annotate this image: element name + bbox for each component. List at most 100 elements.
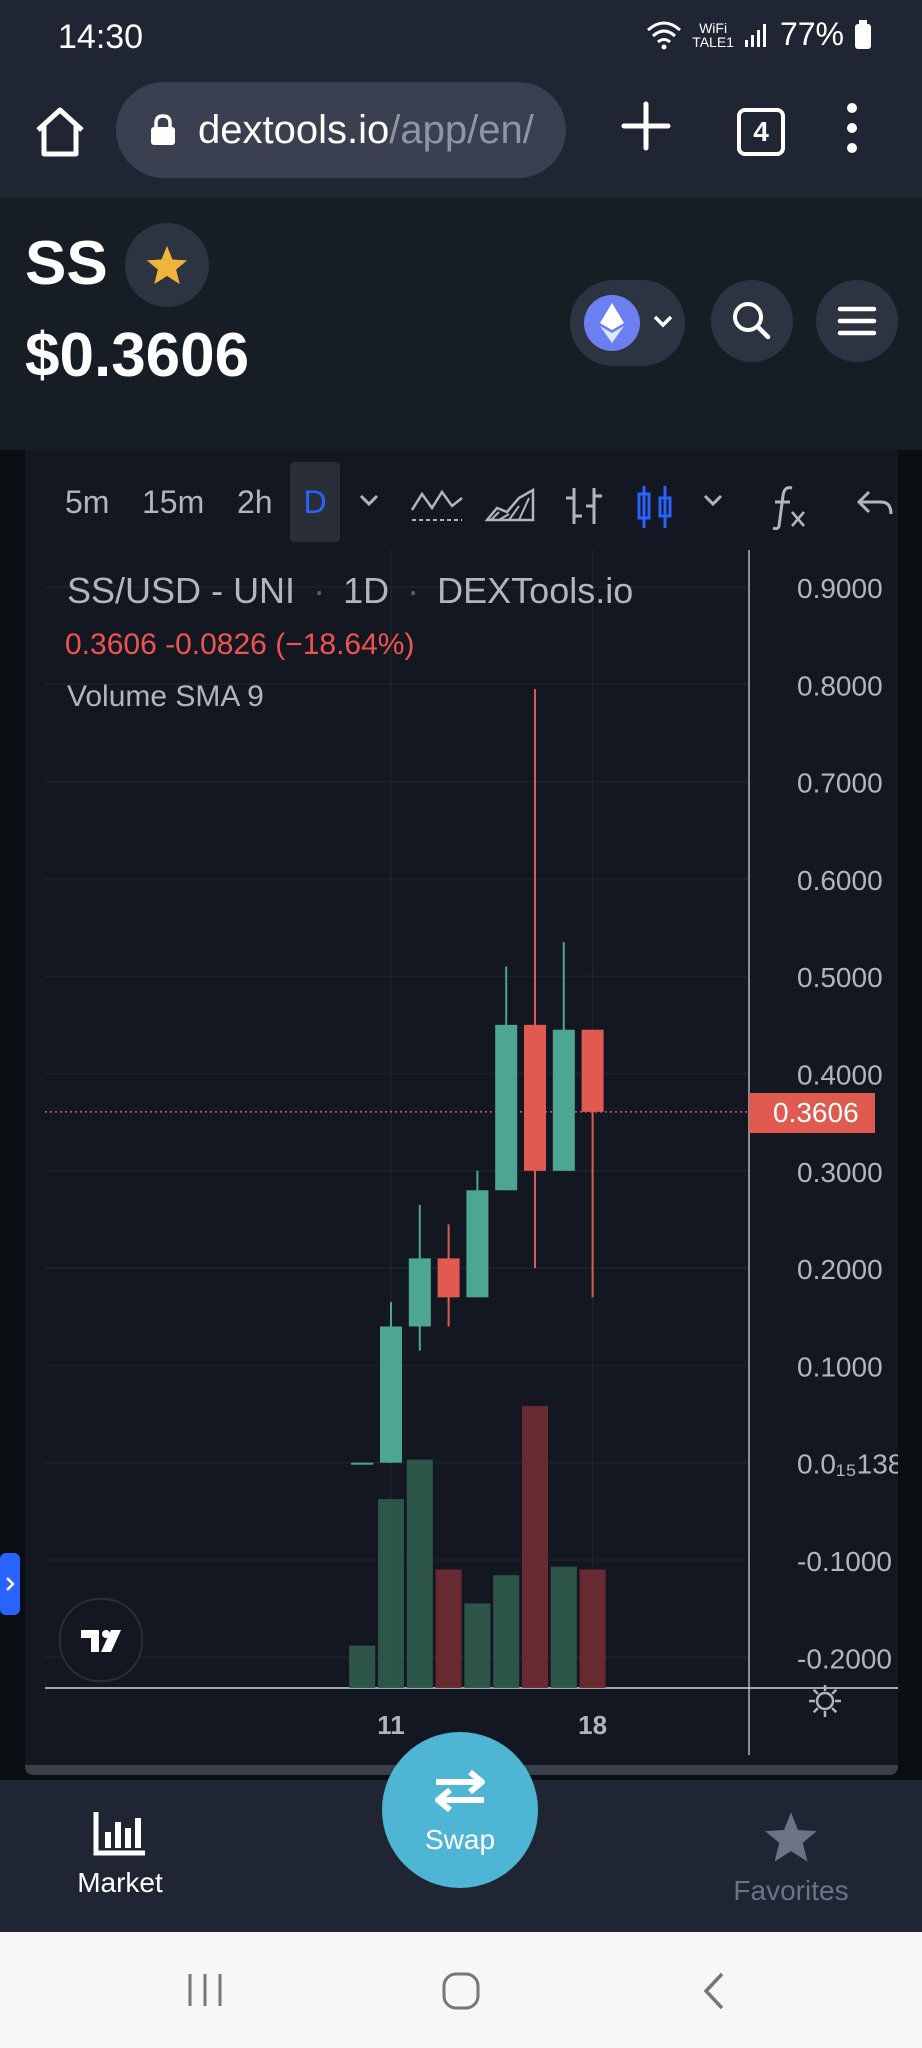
undo-icon[interactable] (855, 486, 895, 522)
legend-pair: SS/USD (67, 570, 202, 611)
volume-bar (579, 1569, 606, 1688)
candle-body (437, 1258, 460, 1298)
timeframe-15m[interactable]: 15m (142, 484, 205, 520)
chart-area: 5m 15m 2h D (0, 450, 922, 1780)
x-tick-label: 11 (377, 1710, 405, 1740)
fx-indicators-icon[interactable] (770, 484, 810, 530)
token-symbol: SS (25, 229, 108, 298)
candle-body (466, 1190, 489, 1298)
search-button[interactable] (711, 280, 793, 362)
candle-body (495, 1024, 518, 1191)
volume-bar (406, 1459, 433, 1688)
status-bar: 14:30 WiFi TALE1 77% (0, 0, 922, 78)
url-path: /app/en/ (389, 107, 534, 152)
system-navigation-bar (0, 1932, 922, 2048)
wifi-label-bottom: TALE1 (692, 33, 734, 50)
area-chart-icon[interactable] (485, 484, 535, 524)
chain-selector[interactable] (570, 280, 685, 366)
chart-toolbar: 5m 15m 2h D (25, 462, 898, 542)
token-price: $0.3606 (25, 321, 250, 390)
menu-button[interactable] (816, 280, 898, 362)
legend-last-price: 0.3606 (65, 628, 157, 661)
status-time: 14:30 (58, 18, 144, 56)
home-icon[interactable] (30, 102, 90, 162)
wifi-icon (647, 21, 682, 49)
legend-change: -0.0826 (165, 628, 267, 661)
chevron-right-icon (6, 1577, 15, 1591)
y-tick-label: 0.3000 (797, 1157, 883, 1188)
home-circle-icon[interactable] (440, 1970, 482, 2012)
timeframe-5m[interactable]: 5m (65, 484, 110, 520)
drawing-panel-toggle[interactable] (0, 1553, 20, 1615)
star-outline-icon (765, 1812, 817, 1862)
candle-body (351, 1462, 374, 1465)
price-chart[interactable]: 0.9000 0.8000 0.7000 0.6000 0.5000 0.4000 0.30… (25, 450, 898, 1765)
battery-percent: 77% (779, 16, 844, 52)
more-options-icon[interactable] (840, 98, 864, 168)
candle-body (380, 1326, 402, 1463)
timeframe-d[interactable]: D (290, 462, 340, 542)
signal-icon (744, 23, 766, 47)
chart-legend-values: 0.3606 -0.0826 (−18.64%) (65, 628, 414, 662)
indicators-icon[interactable] (410, 484, 464, 524)
timeframe-chevron-down-icon[interactable] (357, 492, 381, 510)
bars-chart-icon[interactable] (562, 484, 606, 528)
chevron-down-icon (653, 315, 673, 328)
nav-market[interactable]: Market (70, 1810, 170, 1899)
y-tick-label: 0.6000 (797, 865, 883, 896)
y-tick-label: 0.8000 (797, 670, 883, 701)
candle-body (524, 1024, 546, 1171)
y-tick-label: -0.1000 (797, 1546, 892, 1577)
volume-bar (550, 1566, 577, 1688)
chart-legend-title: SS/USD - UNI · 1D · DEXTools.io (67, 570, 634, 611)
swap-label: Swap (424, 1824, 496, 1855)
y-tick-label: 0.1000 (797, 1351, 883, 1382)
back-icon[interactable] (700, 1970, 730, 2012)
tab-switcher-button[interactable]: 4 (737, 108, 785, 156)
volume-bar (435, 1569, 462, 1688)
last-price-tag: 0.3606 (749, 1093, 875, 1133)
x-tick-label: 18 (578, 1710, 607, 1740)
volume-bar (464, 1603, 491, 1688)
nav-market-label: Market (77, 1867, 163, 1898)
legend-dex: UNI (233, 570, 296, 611)
search-icon (733, 302, 771, 340)
volume-bar (522, 1406, 548, 1688)
favorite-button[interactable] (125, 223, 209, 307)
legend-change-percent: (−18.64%) (275, 628, 415, 661)
volume-indicator-label: Volume SMA 9 (67, 680, 264, 713)
y-tick-label: 0.7000 (797, 768, 883, 799)
y-tick-label: 0.4000 (797, 1060, 883, 1091)
volume-bar (349, 1645, 376, 1688)
ethereum-icon (584, 295, 640, 351)
nav-favorites[interactable]: Favorites (726, 1810, 856, 1907)
url-text: dextools.io/app/en/ (198, 108, 534, 153)
legend-interval: 1D (343, 570, 390, 611)
tradingview-logo[interactable] (59, 1598, 143, 1682)
y-tick-label: 0.9000 (797, 573, 883, 604)
token-header: SS $0.3606 (0, 198, 922, 450)
candlestick-chart-icon[interactable] (635, 484, 675, 530)
swap-button[interactable]: Swap (382, 1732, 538, 1888)
y-tick-label: 0.5000 (797, 962, 883, 993)
candle-body (408, 1258, 431, 1327)
new-tab-icon[interactable] (618, 98, 674, 154)
wifi-network-label: WiFi TALE1 (692, 21, 734, 49)
volume-bar (493, 1575, 520, 1688)
timeframe-2h[interactable]: 2h (237, 484, 273, 520)
recent-apps-icon[interactable] (185, 1970, 225, 2010)
star-icon (146, 245, 188, 285)
candle-body (581, 1029, 604, 1112)
browser-toolbar: dextools.io/app/en/ 4 (0, 78, 922, 198)
url-domain: dextools.io (198, 107, 390, 152)
chart-panel: 5m 15m 2h D (25, 450, 898, 1775)
legend-source: DEXTools.io (437, 570, 634, 611)
y-tick-label: 0.0₁₅1387 (797, 1449, 898, 1480)
volume-bar (378, 1499, 404, 1688)
chart-type-chevron-down-icon[interactable] (701, 492, 725, 510)
y-tick-label: -0.2000 (797, 1643, 892, 1674)
address-bar[interactable]: dextools.io/app/en/ (116, 82, 566, 178)
status-icons: WiFi TALE1 77% (646, 16, 872, 53)
tradingview-logo-icon (81, 1630, 121, 1652)
settings-gear-icon[interactable] (807, 1683, 843, 1719)
